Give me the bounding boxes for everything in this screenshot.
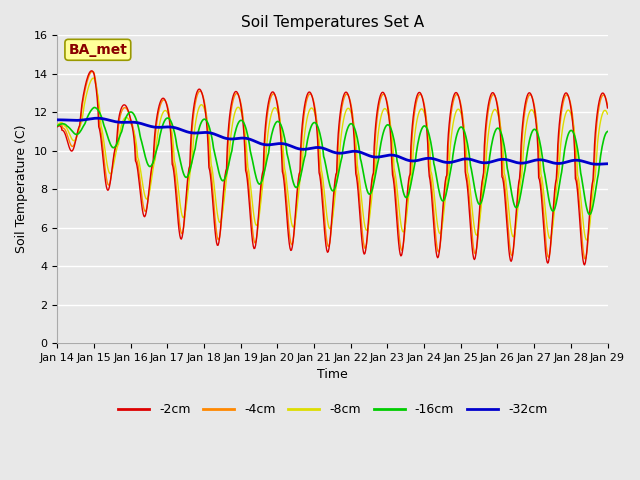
Text: BA_met: BA_met bbox=[68, 43, 127, 57]
Title: Soil Temperatures Set A: Soil Temperatures Set A bbox=[241, 15, 424, 30]
Legend: -2cm, -4cm, -8cm, -16cm, -32cm: -2cm, -4cm, -8cm, -16cm, -32cm bbox=[113, 398, 552, 421]
Y-axis label: Soil Temperature (C): Soil Temperature (C) bbox=[15, 125, 28, 253]
X-axis label: Time: Time bbox=[317, 368, 348, 381]
